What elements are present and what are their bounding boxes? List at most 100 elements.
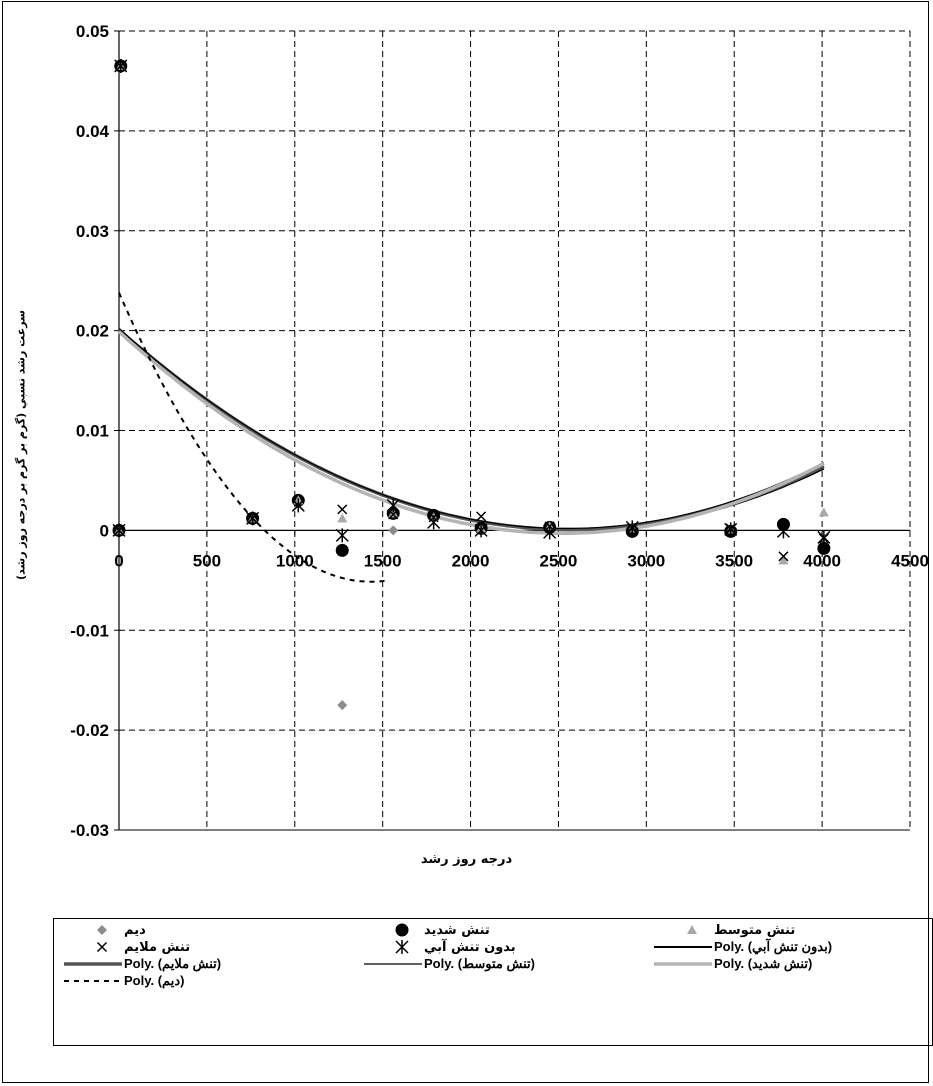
legend-label: بدون تنش آبي [424, 939, 516, 955]
data-point [474, 523, 488, 538]
y-tick-label: 0.01 [76, 422, 109, 441]
x-axis-title: درجه روز رشد [420, 852, 513, 867]
data-point [476, 511, 487, 522]
x-tick-label: 4500 [891, 551, 929, 570]
trendline [118, 328, 825, 529]
legend-symbol [354, 921, 424, 939]
legend-symbol [54, 938, 124, 956]
legend-marker [97, 925, 107, 935]
trendline [118, 328, 825, 531]
x-tick-label: 3500 [715, 551, 753, 570]
legend-item: تنش متوسط [644, 921, 795, 939]
legend-symbol [644, 938, 714, 956]
legend-symbol [644, 955, 714, 973]
data-point [335, 528, 349, 543]
data-point [246, 511, 260, 526]
y-tick-label: 0.04 [76, 122, 110, 141]
legend-label: ديم [124, 922, 146, 938]
x-tick-label: 500 [193, 551, 221, 570]
legend-label: تنش شديد [424, 922, 490, 938]
y-tick-label: 0.03 [76, 222, 109, 241]
legend-symbol [54, 921, 124, 939]
x-legend-symbol [96, 941, 108, 953]
grid [119, 30, 911, 830]
data-point [817, 530, 831, 545]
legend-item: تنش شديد [354, 921, 490, 939]
y-tick-label: -0.01 [70, 621, 109, 640]
data-point [388, 508, 399, 518]
legend-marker [395, 923, 409, 937]
data-point [335, 543, 349, 557]
x-tick-label: 2500 [540, 551, 578, 570]
data-point [114, 58, 128, 73]
legend-label: تنش متوسط [714, 922, 796, 938]
line-thin-legend-symbol [364, 963, 422, 965]
y-tick-label: -0.02 [70, 721, 109, 740]
y-tick-label: 0.02 [76, 322, 109, 341]
legend-marker [687, 925, 697, 934]
trendlines [117, 292, 825, 583]
legend-symbol [354, 938, 424, 956]
line-darkgray-legend-symbol [64, 962, 122, 966]
line-lightgray-legend-symbol [654, 962, 712, 966]
data-point [388, 525, 399, 536]
data-point [543, 525, 557, 540]
data-point [778, 551, 789, 562]
triangle-legend-symbol [687, 925, 697, 934]
x-tick-label: 1000 [276, 551, 314, 570]
legend-symbol [54, 955, 124, 973]
x-tick-label: 2000 [452, 551, 490, 570]
data-point [625, 520, 639, 535]
legend-label: تنش ملايم [124, 939, 191, 955]
legend-label: Poly. (بدون تنش آبي) [714, 939, 833, 954]
circle-legend-symbol [395, 923, 409, 937]
data-point [817, 541, 831, 555]
data-point [337, 504, 348, 515]
data-point [291, 498, 305, 513]
legend-item: تنش ملايم [54, 938, 190, 956]
legend-item: ديم [54, 921, 146, 939]
data-point [776, 524, 790, 539]
legend-label: Poly. (ديم) [124, 973, 185, 988]
data-point [386, 498, 400, 513]
line-black-legend-symbol [654, 946, 712, 948]
legend-marker [395, 940, 409, 954]
x-tick-label: 1500 [364, 551, 402, 570]
data-point [778, 555, 789, 565]
y-axis-title: سرعت رشد نسبي (گرم بر گرم بر درجه روز رش… [14, 310, 28, 580]
legend-item: Poly. (تنش ملايم) [54, 955, 221, 973]
legend-item: بدون تنش آبي [354, 938, 516, 956]
diamond-legend-symbol [97, 925, 107, 935]
data-point [388, 509, 399, 520]
star-legend-symbol [395, 940, 409, 954]
y-tick-label: 0 [100, 521, 109, 540]
legend-item: Poly. (تنش متوسط) [354, 955, 535, 973]
legend-label: Poly. (تنش شديد) [714, 956, 813, 971]
x-tick-label: 3000 [627, 551, 665, 570]
trendline [117, 328, 825, 532]
y-tick-label: 0.05 [76, 22, 109, 41]
data-points [112, 58, 831, 711]
legend-symbol [54, 972, 124, 990]
data-point [724, 522, 738, 537]
legend-symbol [644, 921, 714, 939]
data-point [112, 523, 126, 538]
legend-marker [96, 941, 108, 953]
trendline [117, 330, 825, 536]
line-dashed-legend-symbol [64, 980, 122, 982]
x-tick-label: 0 [114, 551, 123, 570]
legend-label: Poly. (تنش ملايم) [124, 956, 222, 971]
legend-item: Poly. (تنش شديد) [644, 955, 812, 973]
legend-item: Poly. (ديم) [54, 972, 184, 990]
x-tick-label: 4000 [803, 551, 841, 570]
data-point [818, 507, 829, 517]
legend-symbol [354, 955, 424, 973]
legend-item: Poly. (بدون تنش آبي) [644, 938, 832, 956]
data-point [427, 515, 441, 530]
legend-label: Poly. (تنش متوسط) [424, 956, 535, 971]
y-tick-label: -0.03 [70, 821, 109, 840]
legend: ديم تنش شديد تنش متوسط تنش ملايم بدون تنش آب… [53, 918, 933, 1046]
tick-labels: 0 500 1000 1500 2000 2500 3000 3500 4000 4500 0.05… [70, 22, 929, 840]
